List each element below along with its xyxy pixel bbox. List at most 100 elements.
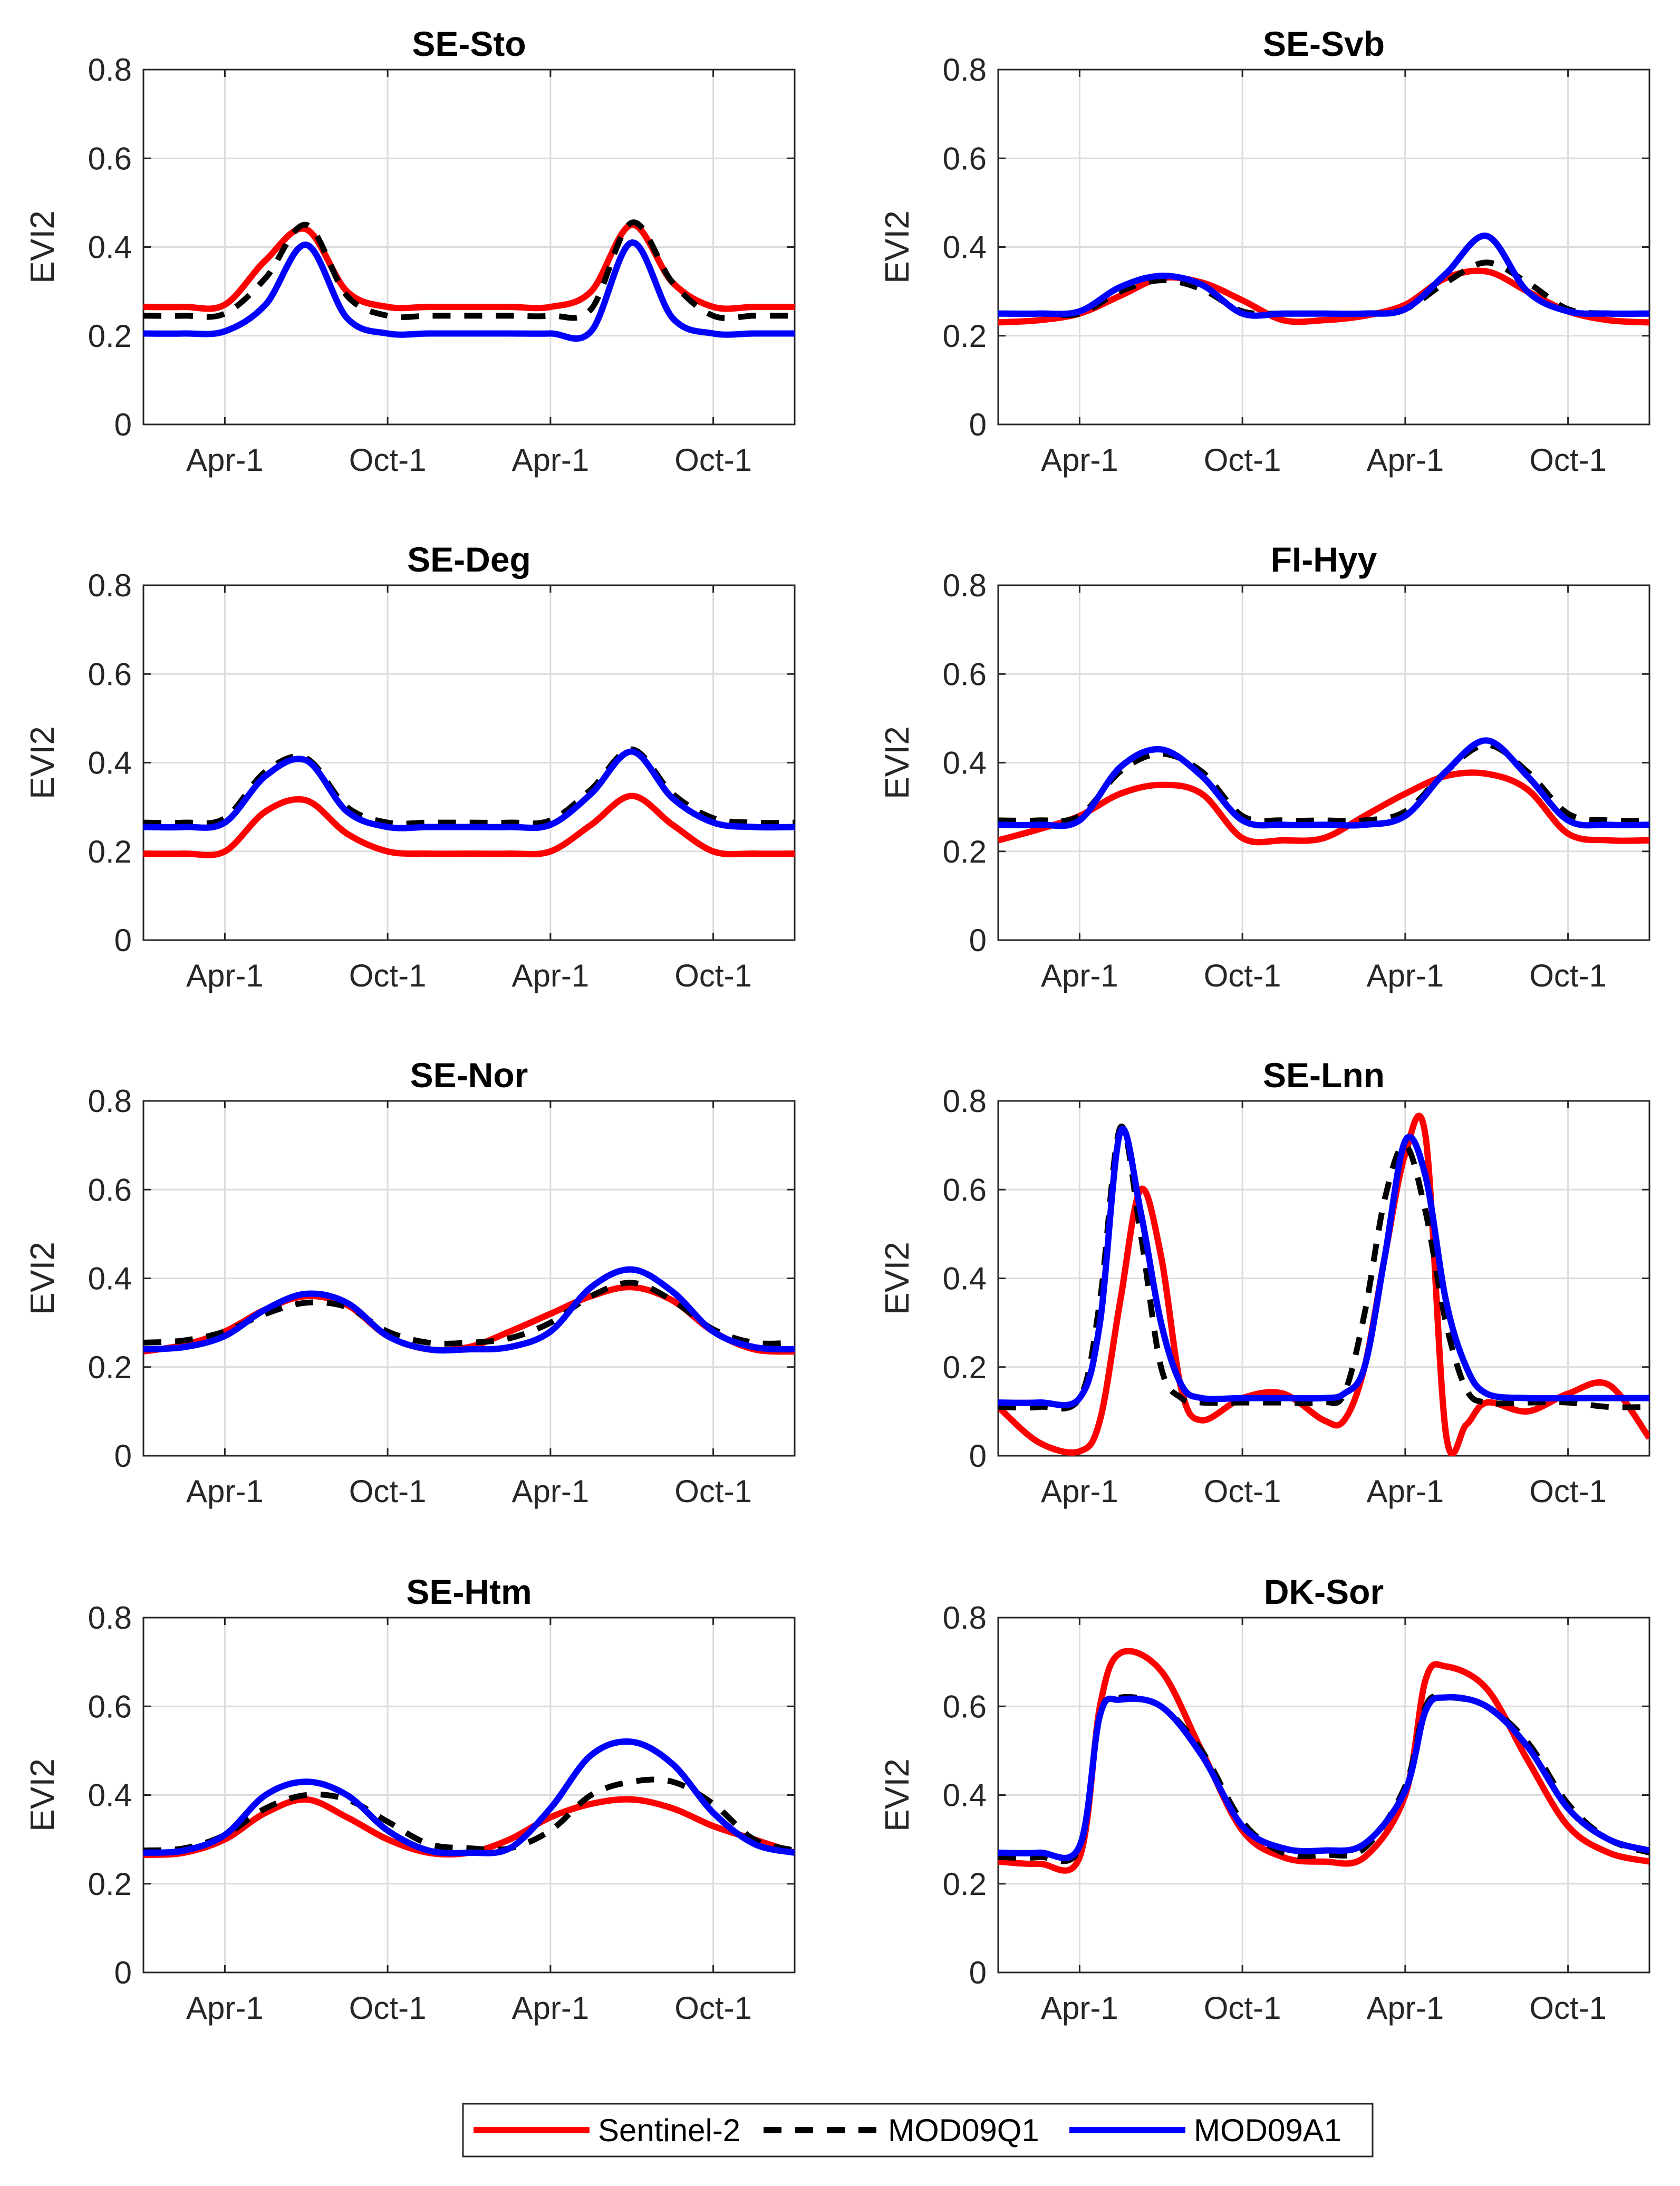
series-line-mod09a1 <box>143 1738 795 1856</box>
y-tick-label: 0.6 <box>88 1689 132 1724</box>
x-tick-label: Oct-1 <box>1204 442 1281 478</box>
y-tick-label: 0.8 <box>943 568 987 603</box>
x-tick-label: Apr-1 <box>186 958 264 993</box>
y-axis-label: EVI2 <box>878 726 916 799</box>
y-tick-label: 0.6 <box>88 1172 132 1207</box>
panel-se-nor: 0 0.2 0.4 0.6 0.8 Apr-1 Oct-1 Apr-1 Oct-1 EVI2 SE-… <box>23 1056 796 1509</box>
y-tick-label: 0 <box>114 1438 132 1474</box>
y-tick-label: 0.6 <box>943 656 987 692</box>
panel-se-deg: 0 0.2 0.4 0.6 0.8 Apr-1 Oct-1 Apr-1 Oct-1 EVI2 SE-… <box>23 540 796 993</box>
panel-se-lnn: 0 0.2 0.4 0.6 0.8 Apr-1 Oct-1 Apr-1 Oct-1 EVI2 SE-… <box>878 1056 1650 1509</box>
panel-dk-sor: 0 0.2 0.4 0.6 0.8 Apr-1 Oct-1 Apr-1 Oct-1 EVI2 DK-… <box>878 1572 1650 2026</box>
series-line-mod09a1 <box>998 1125 1649 1409</box>
y-tick-label: 0.8 <box>88 1084 132 1119</box>
chart-title: FI-Hyy <box>1271 540 1377 579</box>
chart-title: SE-Deg <box>407 540 531 579</box>
x-tick-label: Apr-1 <box>1041 1990 1118 2026</box>
series-line-sentinel-2 <box>998 769 1649 846</box>
y-tick-label: 0.2 <box>88 1866 132 1902</box>
y-axis-label: EVI2 <box>23 726 61 799</box>
x-tick-label: Apr-1 <box>512 1990 590 2026</box>
chart-title: SE-Htm <box>406 1572 532 1611</box>
x-tick-label: Oct-1 <box>1529 958 1607 993</box>
y-axis-label: EVI2 <box>878 1242 916 1315</box>
legend-label-sentinel-2: Sentinel-2 <box>598 2113 740 2148</box>
y-tick-label: 0.4 <box>943 1261 987 1297</box>
y-tick-label: 0.2 <box>88 1350 132 1385</box>
y-tick-label: 0 <box>114 407 132 442</box>
x-tick-label: Apr-1 <box>1041 958 1118 993</box>
y-tick-label: 0.4 <box>943 746 987 781</box>
x-tick-label: Oct-1 <box>1529 442 1607 478</box>
y-tick-label: 0.4 <box>88 230 132 265</box>
x-tick-label: Apr-1 <box>512 1474 590 1509</box>
series-line-mod09a1 <box>998 1694 1649 1861</box>
series-line-mod09q1 <box>143 219 795 322</box>
y-tick-label: 0.2 <box>88 834 132 869</box>
x-tick-label: Apr-1 <box>512 442 590 478</box>
series-line-mod09q1 <box>998 259 1649 318</box>
y-tick-label: 0.2 <box>943 318 987 354</box>
x-tick-label: Oct-1 <box>674 1990 752 2026</box>
y-tick-label: 0.8 <box>88 568 132 603</box>
y-tick-label: 0.6 <box>943 141 987 176</box>
legend: Sentinel-2 MOD09Q1 MOD09A1 <box>462 2103 1374 2158</box>
y-tick-label: 0.4 <box>88 1778 132 1813</box>
x-tick-label: Apr-1 <box>1367 1474 1444 1509</box>
x-tick-label: Oct-1 <box>1529 1474 1607 1509</box>
panel-fi-hyy: 0 0.2 0.4 0.6 0.8 Apr-1 Oct-1 Apr-1 Oct-1 EVI2 FI-… <box>878 540 1650 993</box>
series-line-mod09q1 <box>143 746 795 827</box>
x-tick-label: Apr-1 <box>186 442 264 478</box>
x-tick-label: Oct-1 <box>674 1474 752 1509</box>
x-tick-label: Oct-1 <box>349 1990 427 2026</box>
panel-se-sto: 0 0.2 0.4 0.6 0.8 Apr-1 Oct-1 Apr-1 Oct-1 EVI2 SE-… <box>23 24 796 478</box>
x-tick-label: Apr-1 <box>1041 442 1118 478</box>
panel-se-svb: 0 0.2 0.4 0.6 0.8 Apr-1 Oct-1 Apr-1 Oct-1 EVI2 SE-… <box>878 24 1650 478</box>
chart-panels: 0 0.2 0.4 0.6 0.8 Apr-1 Oct-1 Apr-1 Oct-1 EVI2 SE-… <box>23 24 1650 2026</box>
y-tick-label: 0.2 <box>943 1350 987 1385</box>
x-tick-label: Apr-1 <box>1367 442 1444 478</box>
series-line-sentinel-2 <box>143 792 795 858</box>
y-tick-label: 0 <box>969 407 987 442</box>
y-tick-label: 0 <box>114 923 132 958</box>
legend-label-mod09q1: MOD09Q1 <box>888 2113 1039 2148</box>
x-tick-label: Oct-1 <box>674 442 752 478</box>
series-line-mod09a1 <box>998 233 1649 319</box>
panel-se-htm: 0 0.2 0.4 0.6 0.8 Apr-1 Oct-1 Apr-1 Oct-1 EVI2 SE-… <box>23 1572 796 2026</box>
y-tick-label: 0.4 <box>88 746 132 781</box>
chart-title: SE-Svb <box>1263 24 1385 63</box>
x-tick-label: Oct-1 <box>349 442 427 478</box>
legend-box <box>462 2103 1374 2158</box>
x-tick-label: Oct-1 <box>1204 1474 1281 1509</box>
series-line-mod09q1 <box>143 1776 795 1854</box>
y-tick-label: 0 <box>114 1955 132 1990</box>
chart-title: SE-Sto <box>412 24 526 63</box>
y-tick-label: 0.8 <box>88 52 132 88</box>
y-tick-label: 0.4 <box>88 1261 132 1297</box>
y-axis-label: EVI2 <box>23 210 61 284</box>
y-tick-label: 0.6 <box>943 1172 987 1207</box>
x-tick-label: Apr-1 <box>1367 1990 1444 2026</box>
y-tick-label: 0 <box>969 1955 987 1990</box>
y-tick-label: 0 <box>969 923 987 958</box>
x-tick-label: Oct-1 <box>1204 958 1281 993</box>
x-tick-label: Oct-1 <box>1529 1990 1607 2026</box>
y-axis-label: EVI2 <box>878 210 916 284</box>
y-tick-label: 0.8 <box>943 1600 987 1636</box>
chart-title: SE-Lnn <box>1263 1056 1385 1095</box>
legend-label-mod09a1: MOD09A1 <box>1194 2113 1341 2148</box>
y-axis-label: EVI2 <box>878 1758 916 1832</box>
y-tick-label: 0.8 <box>88 1600 132 1636</box>
y-tick-label: 0.2 <box>88 318 132 354</box>
series-line-mod09q1 <box>143 1280 795 1347</box>
x-tick-label: Oct-1 <box>674 958 752 993</box>
y-tick-label: 0.2 <box>943 834 987 869</box>
y-axis-label: EVI2 <box>23 1758 61 1832</box>
y-tick-label: 0.6 <box>943 1689 987 1724</box>
series-line-sentinel-2 <box>143 221 795 312</box>
x-tick-label: Oct-1 <box>349 958 427 993</box>
y-tick-label: 0.6 <box>88 141 132 176</box>
x-tick-label: Apr-1 <box>186 1990 264 2026</box>
x-tick-label: Apr-1 <box>1367 958 1444 993</box>
